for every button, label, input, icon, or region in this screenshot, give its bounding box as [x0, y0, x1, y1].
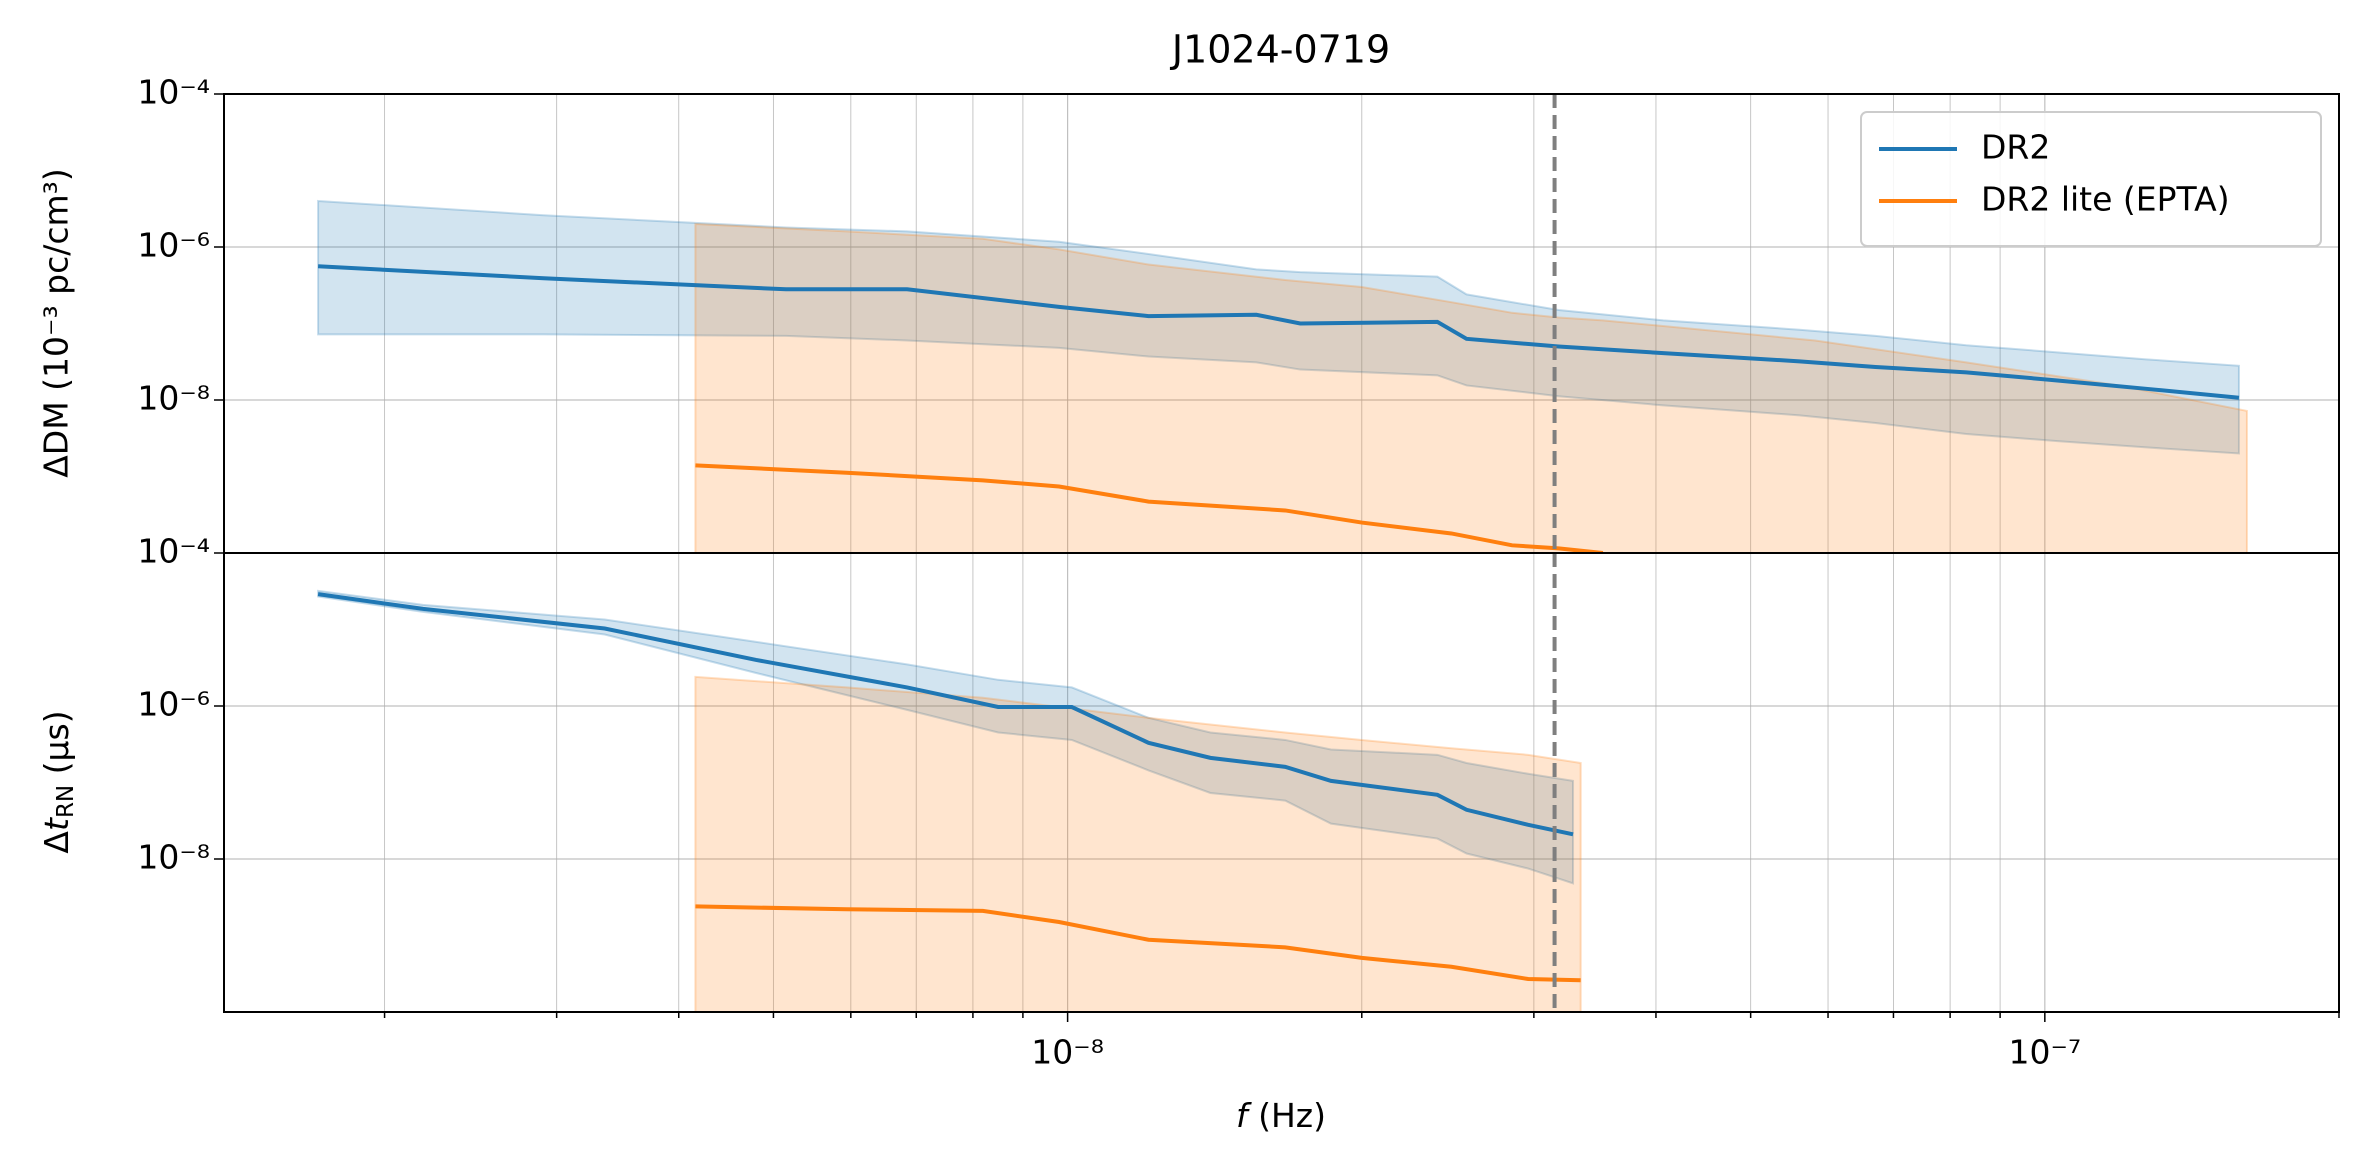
- y-axis-label: ΔtRN (μs): [37, 710, 79, 853]
- error-band: [317, 589, 1575, 885]
- y-tick-label: 10⁻⁴: [137, 73, 210, 112]
- x-tick-label: 10⁻⁸: [1031, 1033, 1104, 1072]
- error-band: [317, 199, 2240, 455]
- y-tick-label: 10⁻⁶: [137, 226, 210, 265]
- panel-data: [317, 589, 1582, 1012]
- series-line: [695, 904, 1581, 983]
- x-tick-label: 10⁻⁷: [2009, 1033, 2082, 1072]
- y-tick-label: 10⁻⁶: [137, 685, 210, 724]
- data-layer: [317, 94, 2248, 1012]
- series-line: [317, 264, 2240, 400]
- chart-title: J1024-0719: [1170, 28, 1390, 72]
- y-axis-label-part: RN: [53, 785, 79, 818]
- error-band: [694, 675, 1582, 1012]
- series-line: [317, 592, 1574, 837]
- y-tick-label: 10⁻⁸: [137, 379, 210, 418]
- legend-box: [1860, 111, 2322, 247]
- legend-label: DR2 lite (EPTA): [1981, 180, 2230, 219]
- y-axis-label-part: t: [37, 817, 76, 831]
- x-axis-label-part: (Hz): [1248, 1096, 1326, 1135]
- x-axis-label: f (Hz): [1236, 1096, 1326, 1135]
- series-line: [695, 463, 1604, 553]
- frame: 10⁻⁸ 10⁻⁷ 10⁻⁴ 10⁻⁶ 10⁻⁸ 10⁻⁴ 10⁻⁶ 10⁻⁸ DR2 DR2 l…: [137, 73, 2340, 1072]
- y-axis-label-part: Δ: [37, 831, 76, 854]
- axes-frame: [223, 552, 2340, 1013]
- y-tick-label: 10⁻⁸: [137, 838, 210, 877]
- legend-label: DR2: [1981, 128, 2050, 167]
- y-axis-label: ΔDM (10⁻³ pc/cm³): [37, 168, 76, 478]
- error-band: [694, 222, 2248, 553]
- y-tick-label: 10⁻⁴: [137, 532, 210, 571]
- y-axis-label-part: (μs): [37, 710, 76, 784]
- panel-data: [317, 199, 2248, 553]
